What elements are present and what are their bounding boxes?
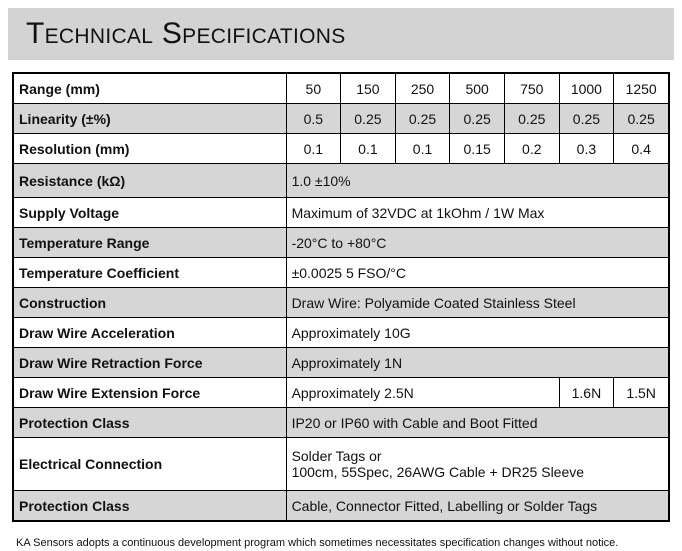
row-value: 0.1 (285, 133, 342, 164)
row-value: 0.25 (558, 103, 615, 134)
row-label: Temperature Range (12, 227, 287, 258)
table-row: Temperature Coefficient ±0.0025 5 FSO/°C (12, 257, 670, 288)
row-label: Temperature Coefficient (12, 257, 287, 288)
table-row: Protection Class Cable, Connector Fitted,… (12, 490, 670, 522)
row-label: Resolution (mm) (12, 133, 287, 164)
row-value: 750 (503, 72, 560, 104)
row-value: Approximately 2.5N (285, 377, 560, 408)
row-value: 1.5N (613, 377, 670, 408)
row-value: 0.25 (503, 103, 560, 134)
table-row: Range (mm) 50 150 250 500 750 1000 1250 (12, 72, 670, 104)
row-label: Supply Voltage (12, 197, 287, 228)
row-value: 0.1 (394, 133, 451, 164)
row-value: ±0.0025 5 FSO/°C (285, 257, 670, 288)
row-value: 250 (394, 72, 451, 104)
table-row: Construction Draw Wire: Polyamide Coated … (12, 287, 670, 318)
value-line: 100cm, 55Spec, 26AWG Cable + DR25 Sleeve (291, 464, 585, 480)
row-value: 0.4 (613, 133, 670, 164)
table-row: Draw Wire Retraction Force Approximately … (12, 347, 670, 378)
row-value: 500 (449, 72, 505, 104)
row-label: Construction (12, 287, 287, 318)
row-value: 0.25 (340, 103, 396, 134)
row-label: Draw Wire Acceleration (12, 317, 287, 348)
table-row: Supply Voltage Maximum of 32VDC at 1kOhm … (12, 197, 670, 228)
row-value: Maximum of 32VDC at 1kOhm / 1W Max (285, 197, 670, 228)
row-value: IP20 or IP60 with Cable and Boot Fitted (285, 407, 670, 438)
title: Technical Specifications (26, 17, 346, 50)
row-value: 1.0 ±10% (285, 163, 670, 198)
row-label: Draw Wire Extension Force (12, 377, 287, 408)
row-value: 0.3 (558, 133, 615, 164)
row-label: Electrical Connection (12, 437, 287, 491)
row-value: 0.15 (449, 133, 505, 164)
row-value: Approximately 10G (285, 317, 670, 348)
row-value: -20°C to +80°C (285, 227, 670, 258)
row-value: 0.25 (613, 103, 670, 134)
table-row: Draw Wire Acceleration Approximately 10G (12, 317, 670, 348)
table-row: Draw Wire Extension Force Approximately 2… (12, 377, 670, 408)
row-value: 1000 (558, 72, 615, 104)
row-value: 0.5 (285, 103, 342, 134)
row-label: Resistance (kΩ) (12, 163, 287, 198)
row-label: Linearity (±%) (12, 103, 287, 134)
row-label: Protection Class (12, 407, 287, 438)
row-value: 1.6N (558, 377, 615, 408)
row-value: 1250 (613, 72, 670, 104)
table-row: Linearity (±%) 0.5 0.25 0.25 0.25 0.25 0.25 0.2… (12, 103, 670, 134)
row-value: 0.2 (503, 133, 560, 164)
row-label: Range (mm) (12, 72, 287, 104)
value-line: Solder Tags or (291, 448, 382, 464)
row-value: 50 (285, 72, 342, 104)
row-value: 150 (340, 72, 396, 104)
spec-table: Range (mm) 50 150 250 500 750 1000 1250 Linearit… (12, 72, 670, 522)
row-value: 0.25 (394, 103, 451, 134)
row-value: Draw Wire: Polyamide Coated Stainless St… (285, 287, 670, 318)
table-row: Protection Class IP20 or IP60 with Cable … (12, 407, 670, 438)
row-value: Solder Tags or 100cm, 55Spec, 26AWG Cable… (285, 437, 670, 491)
row-value: Cable, Connector Fitted, Labelling or So… (285, 490, 670, 522)
row-value: 0.25 (449, 103, 505, 134)
table-row: Resistance (kΩ) 1.0 ±10% (12, 163, 670, 198)
row-value: Approximately 1N (285, 347, 670, 378)
row-label: Draw Wire Retraction Force (12, 347, 287, 378)
table-row: Temperature Range -20°C to +80°C (12, 227, 670, 258)
table-row: Resolution (mm) 0.1 0.1 0.1 0.15 0.2 0.3 0.4 (12, 133, 670, 164)
header-bar: Technical Specifications (8, 8, 674, 60)
footer-note: KA Sensors adopts a continuous developme… (16, 537, 619, 549)
row-value: 0.1 (340, 133, 396, 164)
table-row: Electrical Connection Solder Tags or 100cm… (12, 437, 670, 491)
row-label: Protection Class (12, 490, 287, 522)
